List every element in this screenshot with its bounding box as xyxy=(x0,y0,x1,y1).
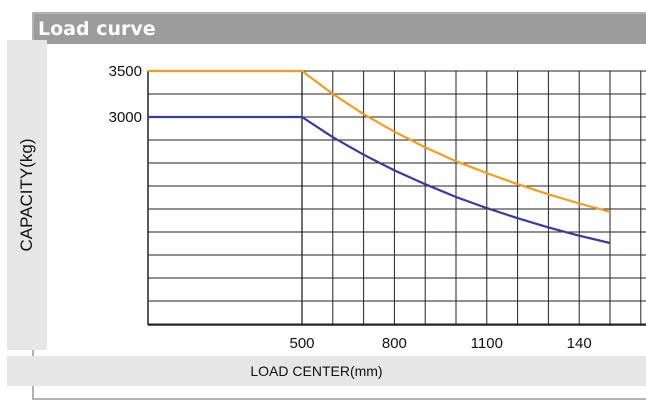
x-tick-label: 1100 xyxy=(471,335,503,352)
x-axis-label: LOAD CENTER(mm) xyxy=(250,363,383,379)
x-tick-label: 500 xyxy=(289,335,314,352)
x-axis-label-strip: LOAD CENTER(mm) xyxy=(7,356,646,386)
chart-frame: Load curve xyxy=(32,12,646,400)
y-tick-label: 3000 xyxy=(109,109,142,126)
y-axis-label-strip xyxy=(7,40,47,350)
y-tick-label: 3500 xyxy=(109,63,142,80)
series-line-2 xyxy=(148,115,611,245)
x-tick-label: 800 xyxy=(382,335,407,352)
series-line-1 xyxy=(148,69,611,213)
x-tick-label: 140 xyxy=(567,335,592,352)
chart-title: Load curve xyxy=(34,14,646,44)
load-curve-chart: 3000 3500 500 800 1100 140 xyxy=(109,63,646,352)
